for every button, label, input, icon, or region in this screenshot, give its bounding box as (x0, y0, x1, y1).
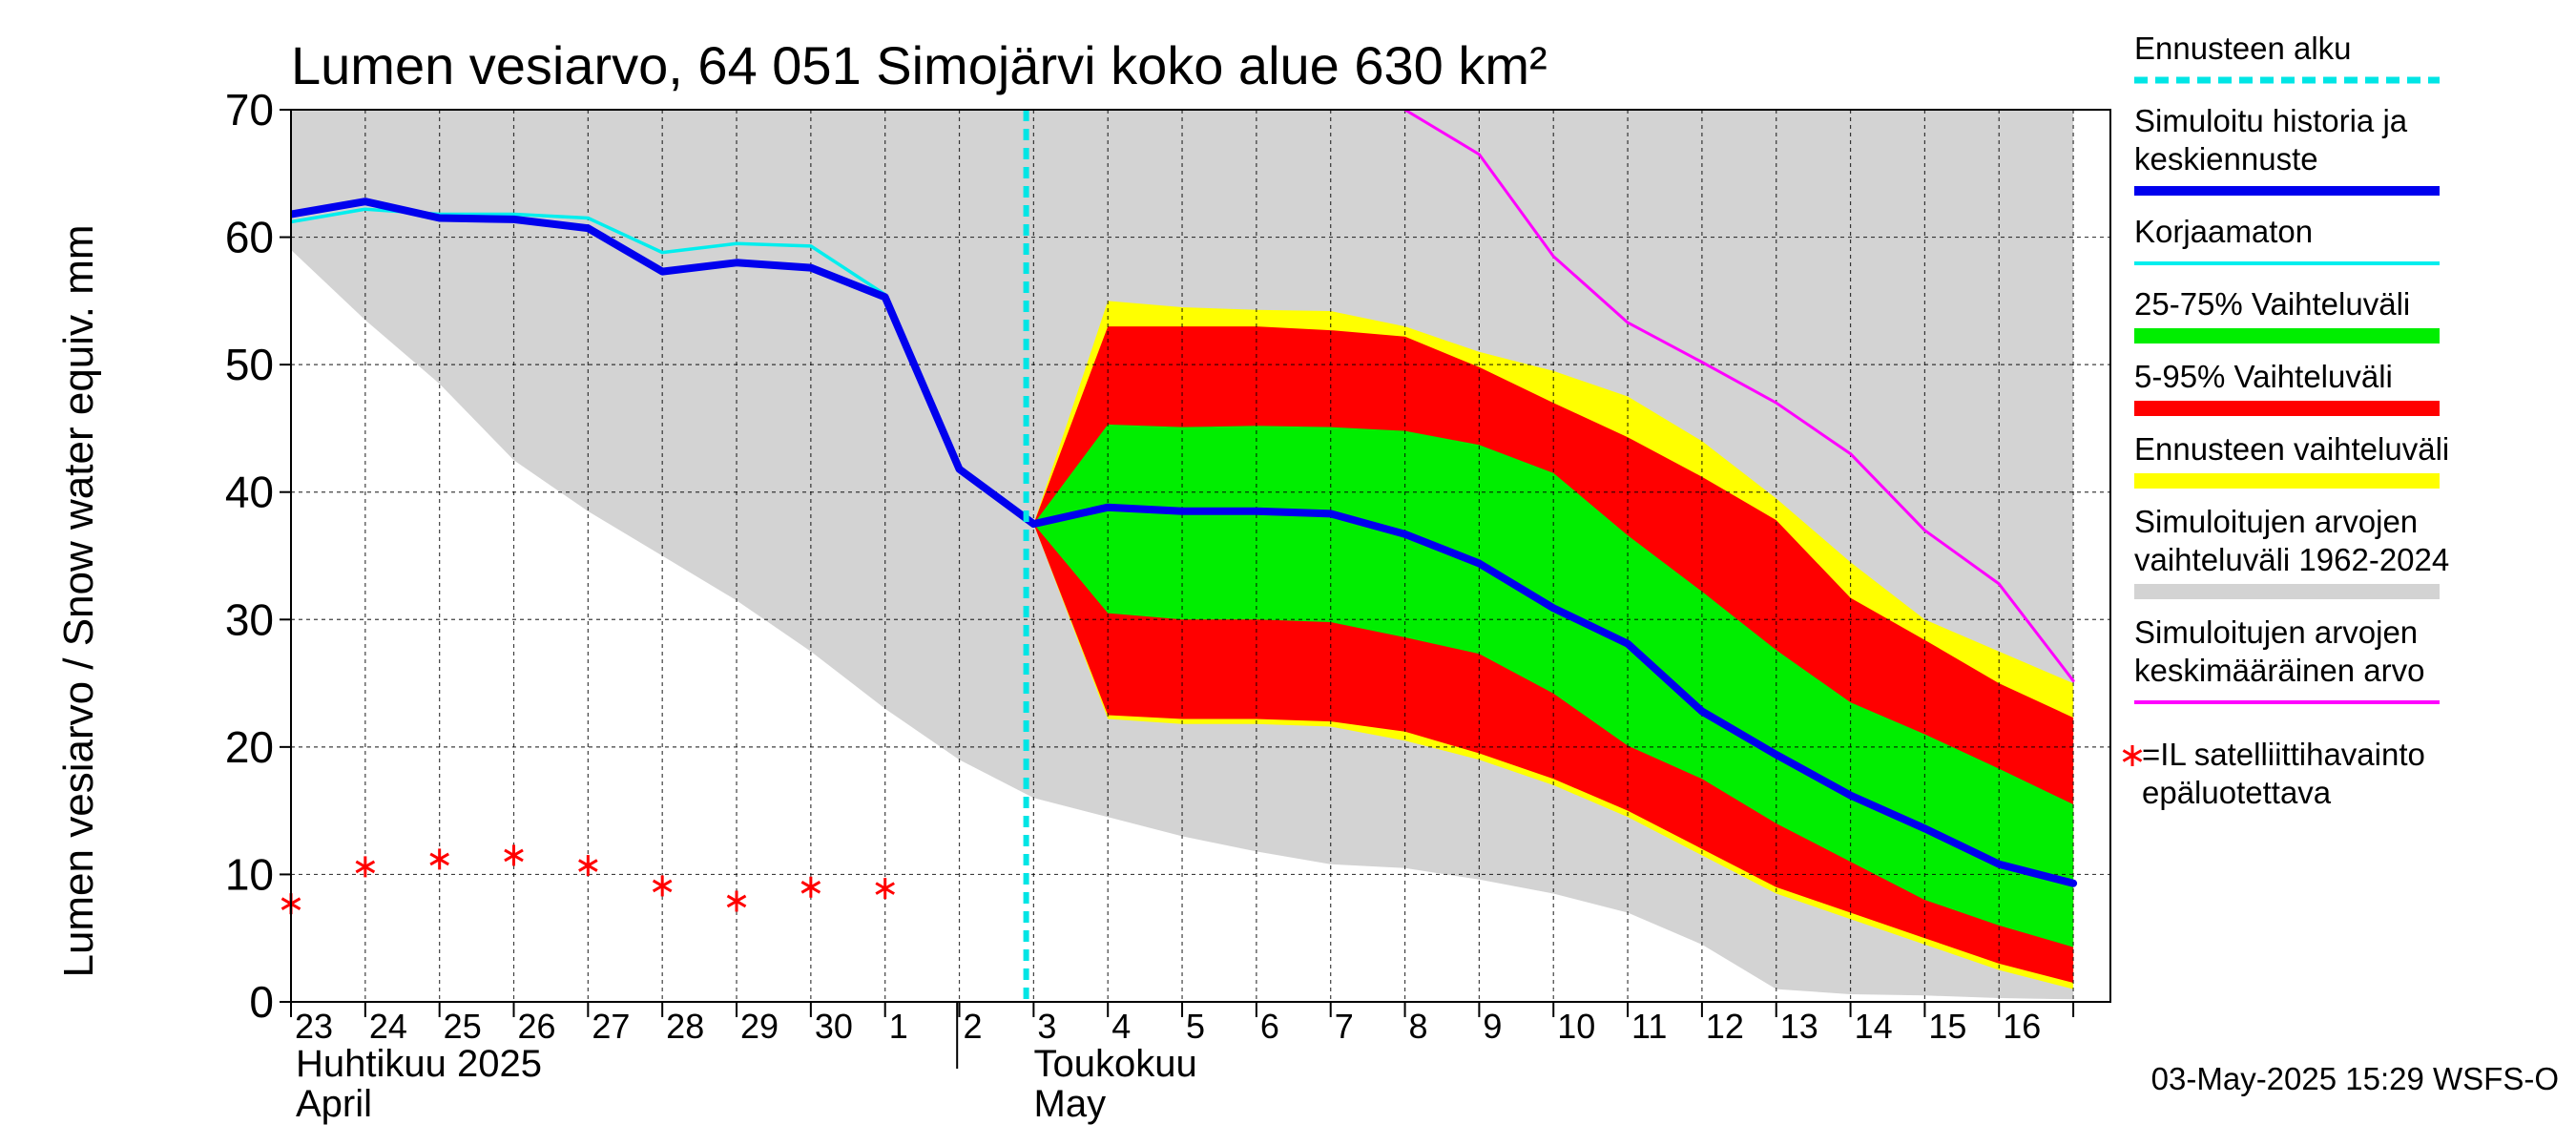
legend-label-forecast_start: Ennusteen alku (2134, 31, 2352, 66)
y-axis-label: Lumen vesiarvo / Snow water equiv. mm (55, 224, 102, 977)
plot-area (280, 110, 2110, 1002)
legend-label-hist_range: vaihteluväli 1962-2024 (2134, 542, 2449, 577)
satellite-marker (875, 878, 895, 900)
x-day-label: 29 (740, 1007, 779, 1046)
legend-marker-satellite (2122, 745, 2143, 766)
simulated-line (291, 198, 2078, 887)
x-day-label: 8 (1409, 1007, 1428, 1046)
satellite-marker (355, 856, 376, 878)
chart-title: Lumen vesiarvo, 64 051 Simojärvi koko al… (291, 35, 1548, 95)
satellite-marker-stroke (578, 859, 598, 872)
y-tick-label: 50 (225, 340, 274, 389)
x-day-label: 26 (518, 1007, 556, 1046)
x-day-label: 9 (1483, 1007, 1502, 1046)
legend-label-p5_95: 5-95% Vaihteluväli (2134, 359, 2393, 394)
legend-label-hist_range: Simuloitujen arvojen (2134, 504, 2418, 539)
x-day-label: 5 (1186, 1007, 1205, 1046)
month-label-fi: Huhtikuu 2025 (296, 1043, 542, 1085)
x-day-label: 24 (369, 1007, 407, 1046)
x-day-label: 14 (1855, 1007, 1893, 1046)
x-day-label: 6 (1260, 1007, 1279, 1046)
satellite-marker (652, 875, 673, 897)
satellite-marker-stroke (429, 852, 449, 866)
plot-content (291, 110, 2110, 1002)
month-label-en: May (1034, 1083, 1107, 1125)
legend-label-simulated: keskiennuste (2134, 141, 2318, 177)
plot-frame (290, 109, 2111, 1003)
x-day-label: 23 (295, 1007, 333, 1046)
x-day-label: 28 (666, 1007, 704, 1046)
satellite-marker (726, 890, 747, 912)
x-day-label: 12 (1706, 1007, 1744, 1046)
x-day-label: 25 (444, 1007, 482, 1046)
month-label-en: April (296, 1083, 372, 1125)
x-day-label: 10 (1557, 1007, 1595, 1046)
satellite-marker-stroke (355, 860, 376, 874)
x-day-label: 16 (2003, 1007, 2041, 1046)
legend-label-mean: keskimääräinen arvo (2134, 653, 2424, 688)
legend-label-uncorrected: Korjaamaton (2134, 214, 2313, 249)
satellite-marker-stroke (652, 879, 673, 893)
y-tick-label: 40 (225, 468, 274, 517)
y-tick-label: 60 (225, 213, 274, 262)
x-day-label: 2 (964, 1007, 983, 1046)
legend-label-p25_75: 25-75% Vaihteluväli (2134, 286, 2410, 322)
legend-label-simulated: Simuloitu historia ja (2134, 103, 2408, 138)
y-tick-label: 30 (225, 594, 274, 644)
x-day-label: 27 (592, 1007, 630, 1046)
x-day-label: 7 (1335, 1007, 1354, 1046)
y-tick-label: 20 (225, 722, 274, 772)
y-tick-label: 0 (249, 977, 274, 1027)
x-day-label: 1 (889, 1007, 908, 1046)
month-label-fi: Toukokuu (1034, 1043, 1197, 1085)
x-day-label: 15 (1928, 1007, 1966, 1046)
x-day-label: 13 (1780, 1007, 1818, 1046)
x-day-label: 11 (1631, 1007, 1667, 1046)
mean-line (1403, 110, 2075, 682)
legend-label-forecast_range: Ennusteen vaihteluväli (2134, 431, 2449, 467)
satellite-marker (578, 855, 598, 877)
satellite-marker-stroke (875, 882, 895, 895)
satellite-marker-stroke (504, 848, 524, 863)
x-day-label: 4 (1111, 1007, 1131, 1046)
legend-label-mean: Simuloitujen arvojen (2134, 614, 2418, 650)
y-tick-label: 70 (225, 85, 274, 135)
y-tick-label: 10 (225, 849, 274, 899)
satellite-marker-stroke (726, 894, 747, 908)
satellite-marker (800, 876, 821, 898)
x-day-label: 30 (815, 1007, 853, 1046)
satellite-marker-stroke (800, 880, 821, 894)
legend-label-satellite: =IL satelliittihavainto (2142, 737, 2425, 772)
satellite-marker (504, 844, 524, 866)
timestamp: 03-May-2025 15:29 WSFS-O (2151, 1061, 2559, 1096)
satellite-marker (429, 848, 449, 870)
legend-marker-stroke (2122, 749, 2143, 762)
x-day-label: 3 (1037, 1007, 1056, 1046)
legend-label-satellite: epäluotettava (2142, 775, 2332, 810)
